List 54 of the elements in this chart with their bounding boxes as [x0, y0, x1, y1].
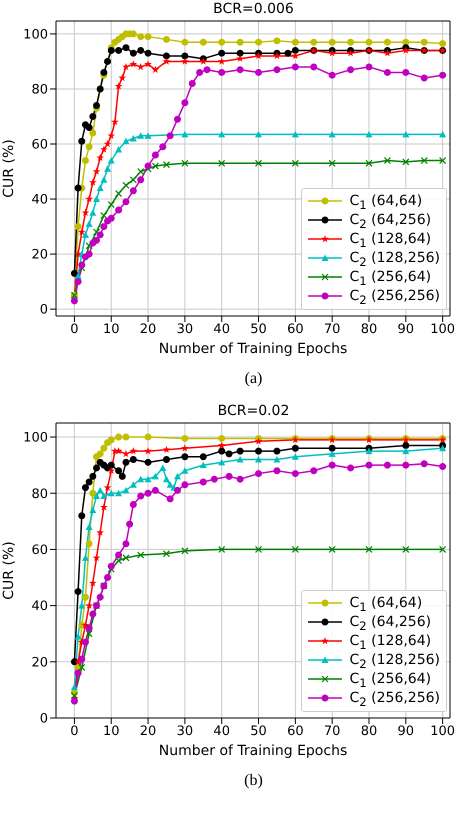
x-tick-label: 0 — [70, 322, 79, 338]
text: (b) — [243, 772, 264, 790]
x-tick-label: 20 — [140, 724, 156, 740]
x-tick-label: 80 — [360, 322, 378, 338]
x-tick-label: 50 — [250, 724, 267, 740]
x-tick-label: 60 — [287, 724, 304, 740]
x-tick-label: 70 — [324, 724, 340, 740]
chart-title: BCR=0.02 — [216, 402, 290, 420]
legend-label: C$_{1}$ (256,64) — [350, 269, 432, 288]
legend-label: C$_{2}$ (64,256) — [350, 212, 432, 231]
x-axis-title: Number of Training Epochs — [158, 341, 348, 357]
y-tick-label: 20 — [31, 655, 48, 670]
y-tick-label: 100 — [23, 430, 48, 446]
y-tick-label: 20 — [31, 248, 48, 263]
x-tick-label: 30 — [176, 322, 194, 338]
legend-label: C$_{2}$ (64,256) — [350, 614, 432, 633]
y-axis-title: CUR (%) — [0, 139, 17, 198]
legend-label: C$_{2}$ (128,256) — [350, 250, 440, 269]
x-tick-label: 0 — [70, 724, 79, 740]
y-tick-label: 0 — [40, 712, 48, 727]
legend-label: C$_{1}$ (128,64) — [350, 231, 432, 250]
y-tick-label: 60 — [31, 543, 48, 558]
x-tick-label: 60 — [287, 322, 304, 338]
y-axis-title: CUR (%) — [0, 541, 17, 600]
x-tick-label: 10 — [102, 322, 120, 338]
y-tick-label: 60 — [31, 138, 48, 153]
x-tick-label: 100 — [430, 724, 456, 740]
legend-label: C$_{1}$ (128,64) — [350, 633, 432, 652]
x-tick-label: 10 — [102, 724, 120, 740]
y-tick-label: 100 — [23, 28, 48, 43]
y-tick-label: 80 — [31, 82, 48, 98]
x-tick-label: 50 — [250, 322, 267, 338]
legend-label: C$_{2}$ (256,256) — [350, 690, 440, 709]
x-tick-label: 90 — [398, 322, 414, 338]
x-tick-label: 20 — [140, 322, 156, 338]
x-tick-label: 100 — [430, 322, 456, 338]
y-tick-label: 40 — [31, 192, 48, 208]
legend-label: C$_{1}$ (64,64) — [350, 595, 422, 614]
x-tick-label: 70 — [324, 322, 340, 338]
x-tick-label: 30 — [176, 724, 194, 740]
y-tick-label: 0 — [40, 302, 48, 318]
x-tick-label: 80 — [360, 724, 378, 740]
legend-label: C$_{1}$ (64,64) — [350, 193, 422, 212]
y-tick-label: 40 — [31, 599, 48, 614]
legend-label: C$_{2}$ (256,256) — [350, 288, 440, 307]
y-tick-label: 80 — [31, 486, 48, 502]
x-axis-title: Number of Training Epochs — [158, 743, 348, 759]
x-tick-label: 90 — [398, 724, 414, 740]
chart-title: BCR=0.006 — [212, 0, 295, 18]
text: (a) — [244, 370, 264, 388]
legend-label: C$_{2}$ (128,256) — [350, 652, 440, 671]
x-tick-label: 40 — [213, 322, 230, 338]
x-tick-label: 40 — [213, 724, 230, 740]
legend-label: C$_{1}$ (256,64) — [350, 671, 432, 690]
